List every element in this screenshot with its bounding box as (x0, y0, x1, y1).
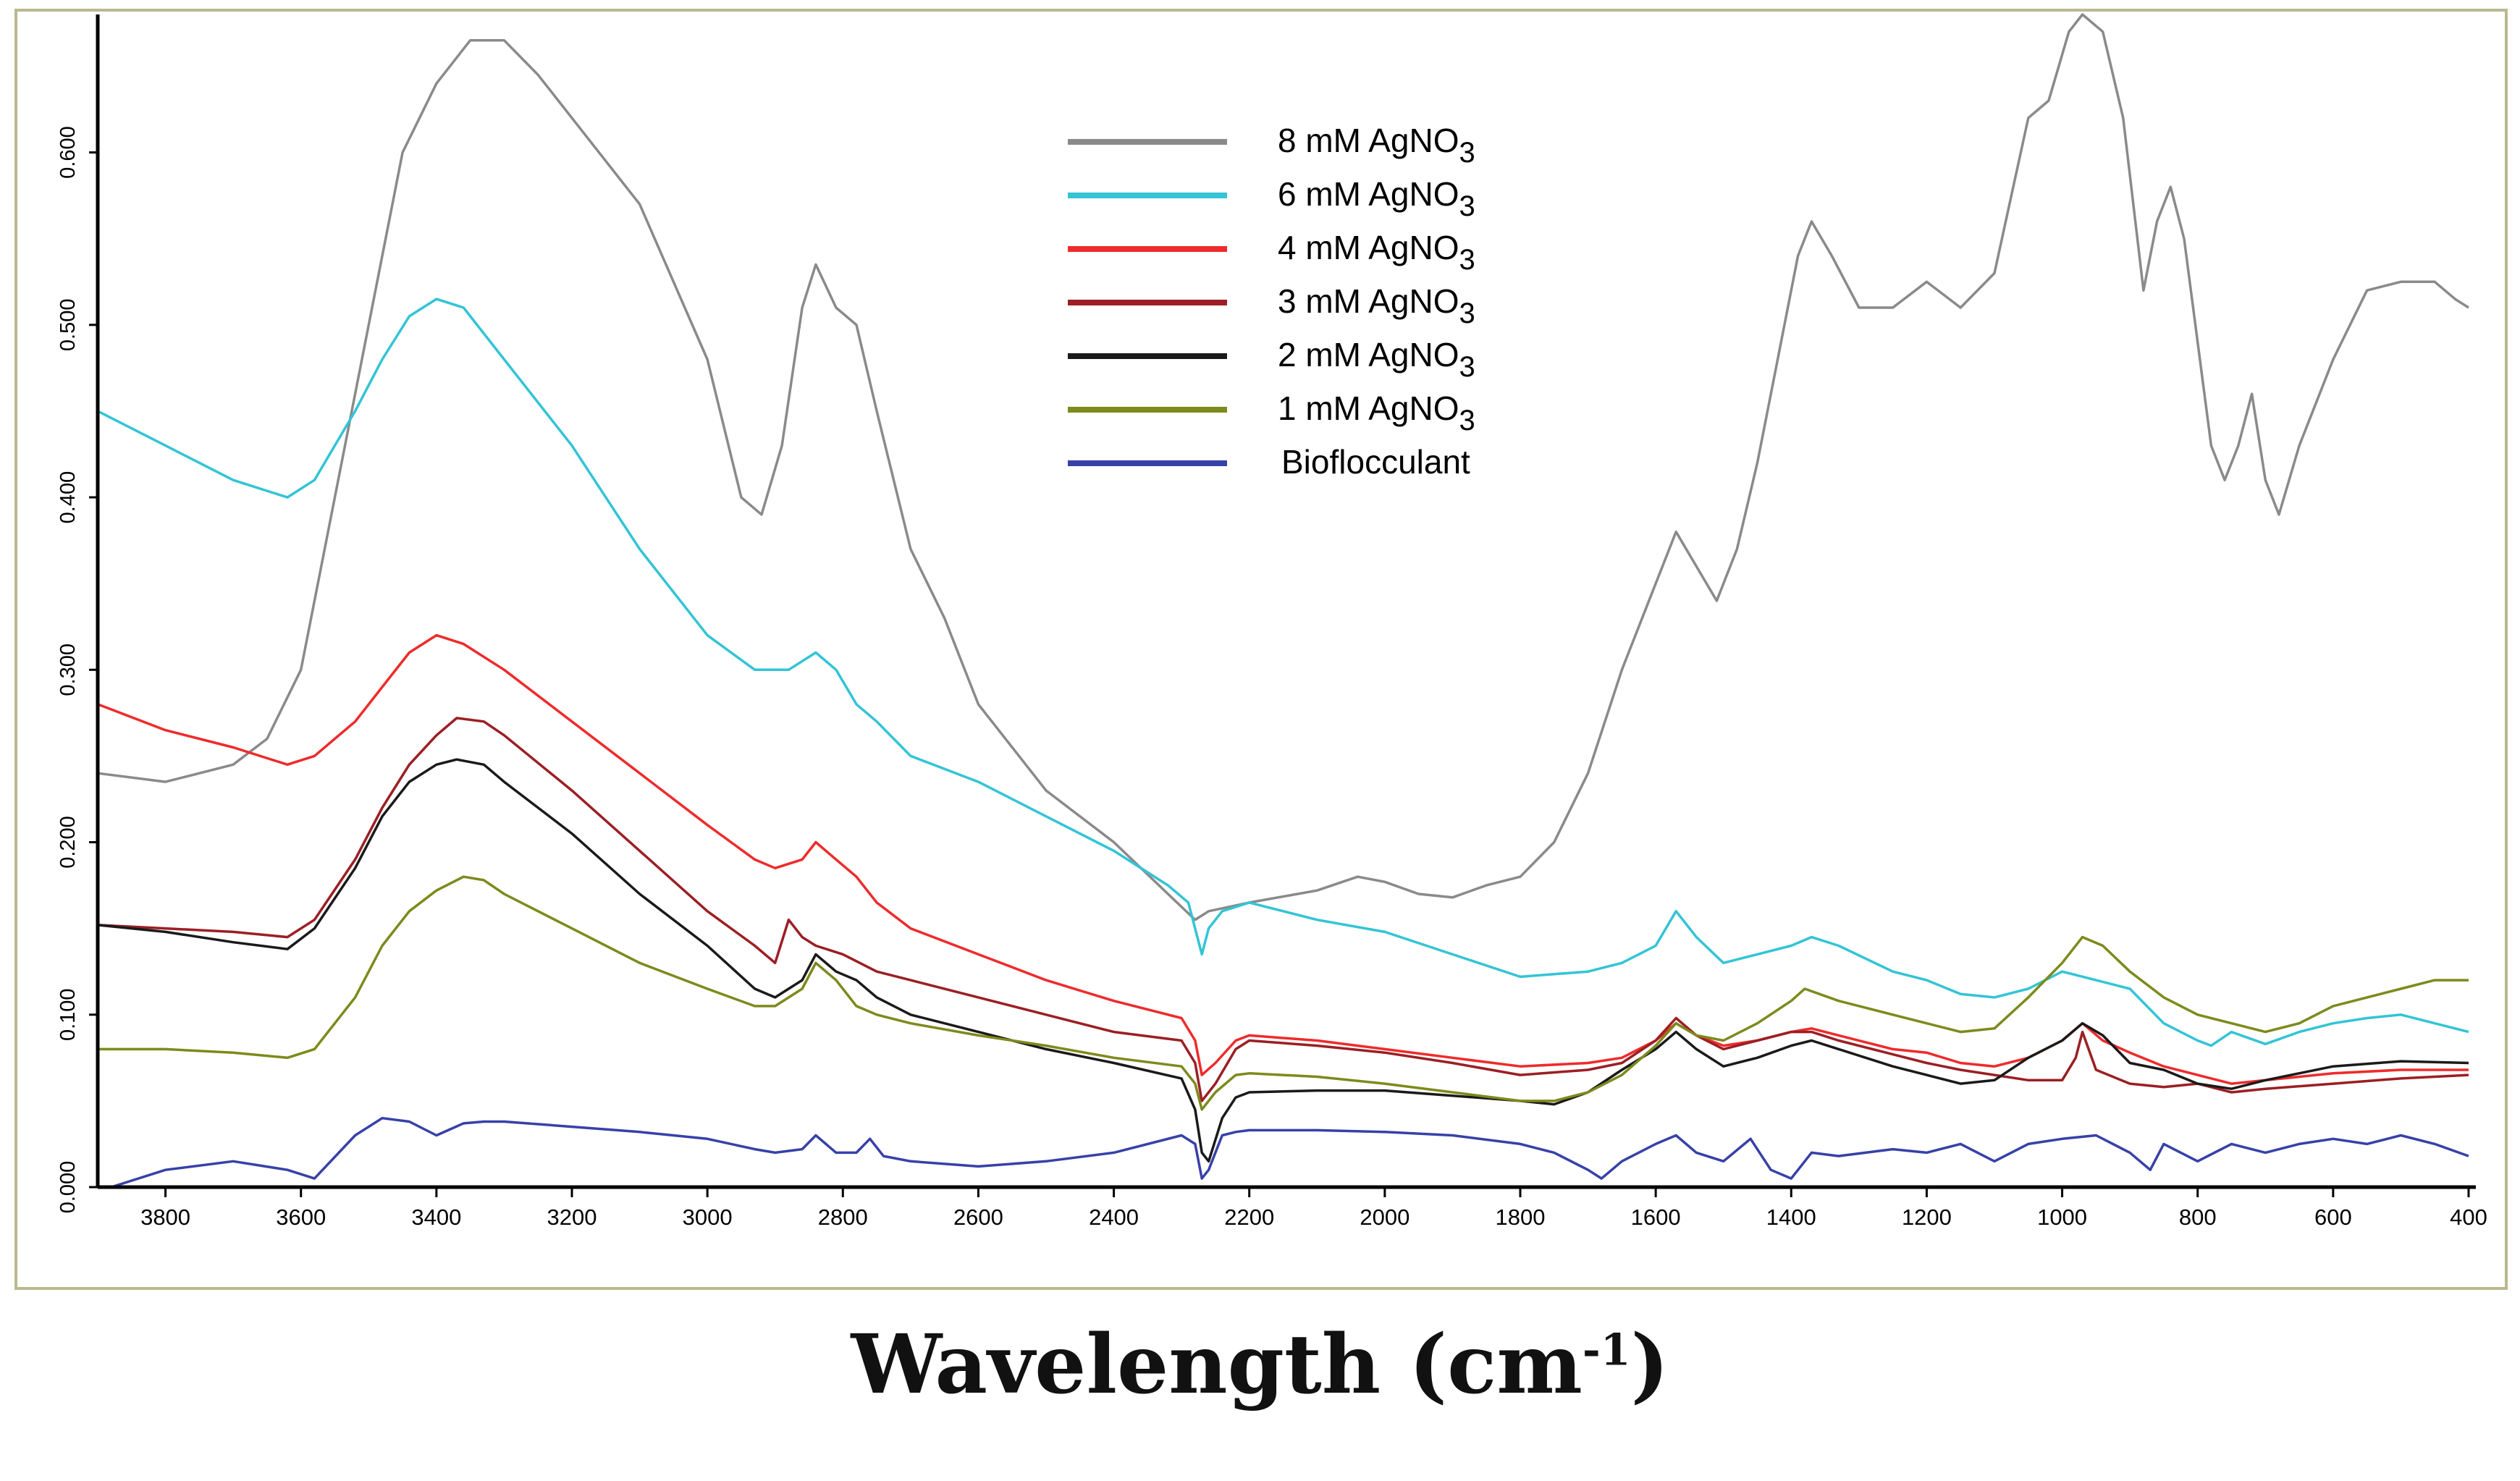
x-tick-label: 800 (2179, 1204, 2217, 1230)
series-line-1-mm-agno3 (98, 875, 2469, 1111)
plot-frame (14, 9, 2508, 1290)
legend-label-3-mm-agno3: 3 mM AgNO3 (1278, 282, 1475, 329)
series-line-2-mm-agno3 (97, 758, 2469, 1163)
x-tick-label: 2800 (818, 1204, 868, 1230)
y-tick-label: 0.000 (56, 1161, 80, 1214)
x-tick-label: 3800 (140, 1204, 190, 1230)
legend: 8 mM AgNO3 6 mM AgNO3 4 mM AgNO3 3 mM AgNO3… (1068, 122, 1475, 481)
x-tick-label: 3200 (547, 1204, 597, 1230)
y-tick-label: 0.300 (56, 644, 80, 696)
x-tick-label: 1800 (1496, 1204, 1546, 1230)
legend-label-6-mm-agno3: 6 mM AgNO3 (1278, 175, 1475, 222)
x-tick-label: 2200 (1224, 1204, 1274, 1230)
y-tick-label: 0.500 (56, 299, 80, 352)
series-line-6-mm-agno3 (97, 298, 2469, 1047)
x-axis-ticks: 3800 3600 3400 3200 3000 2800 2600 2400 2200 2000… (140, 1187, 2487, 1230)
legend-label-1-mm-agno3: 1 mM AgNO3 (1278, 389, 1475, 436)
x-tick-label: 2600 (953, 1204, 1003, 1230)
legend-label-2-mm-agno3: 2 mM AgNO3 (1278, 336, 1475, 383)
series-line-bioflocculant (111, 1116, 2469, 1189)
x-tick-label: 600 (2314, 1204, 2352, 1230)
x-tick-label: 2400 (1089, 1204, 1139, 1230)
x-tick-label: 1000 (2037, 1204, 2087, 1230)
x-tick-label: 1600 (1631, 1204, 1681, 1230)
series-line-8-mm-agno3 (97, 13, 2469, 921)
x-tick-label: 1400 (1766, 1204, 1816, 1230)
legend-label-8-mm-agno3: 8 mM AgNO3 (1278, 122, 1475, 169)
x-tick-label: 400 (2450, 1204, 2487, 1230)
y-tick-label: 0.200 (56, 816, 80, 869)
y-tick-label: 0.100 (56, 988, 80, 1041)
x-tick-label: 1200 (1902, 1204, 1952, 1230)
y-tick-label: 0.600 (56, 126, 80, 179)
x-tick-label: 3600 (276, 1204, 326, 1230)
x-axis-label: Wavelength (cm-1) (851, 1317, 1669, 1412)
x-tick-label: 3400 (411, 1204, 461, 1230)
y-tick-label: 0.400 (56, 471, 80, 524)
x-tick-label: 3000 (683, 1204, 733, 1230)
series-line-3-mm-agno3 (97, 717, 2469, 1102)
series-layer (97, 13, 2469, 1189)
x-tick-label: 2000 (1360, 1204, 1409, 1230)
legend-label-4-mm-agno3: 4 mM AgNO3 (1278, 229, 1475, 276)
legend-label-bioflocculant: Bioflocculant (1281, 443, 1470, 481)
y-axis-ticks: 0.000 0.100 0.200 0.300 0.400 0.500 0.600 (56, 126, 98, 1213)
